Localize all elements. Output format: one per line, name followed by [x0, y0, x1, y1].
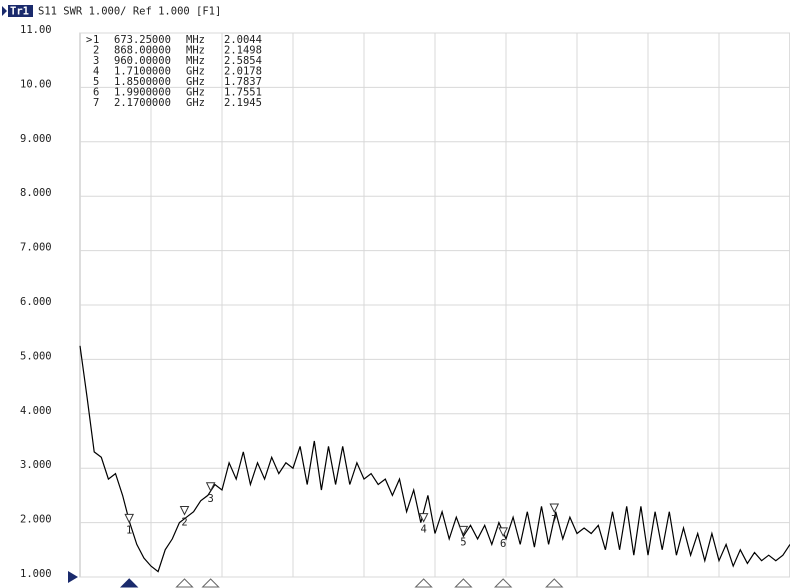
marker-freq: 2.1700000: [114, 97, 171, 109]
marker-label: 1: [126, 524, 132, 536]
marker-label: 2: [181, 516, 187, 528]
marker-bottom: [201, 578, 220, 588]
marker-bottom: [545, 578, 564, 588]
trace-line: [79, 345, 790, 573]
marker-id: 4: [93, 66, 99, 78]
marker-value: 2.0044: [224, 34, 262, 46]
marker-on-trace: [205, 482, 216, 492]
y-tick-label: 2.000: [20, 514, 52, 526]
trace-label: Tr1: [10, 6, 29, 18]
marker-freq: 960.00000: [114, 55, 171, 67]
marker-id: 5: [93, 76, 99, 88]
marker-on-trace: [124, 513, 135, 524]
marker-label: 6: [500, 538, 506, 550]
marker-value: 2.5854: [224, 55, 262, 67]
y-tick-label: 10.00: [20, 78, 52, 90]
marker-id: 7: [93, 97, 99, 109]
y-tick-label: 3.000: [20, 459, 52, 471]
marker-bottom: [119, 578, 139, 588]
marker-on-trace: [549, 503, 560, 514]
y-tick-label: 1.000: [20, 568, 52, 580]
marker-unit: MHz: [186, 55, 205, 67]
marker-bottom: [175, 578, 194, 588]
y-tick-label: 7.000: [20, 242, 52, 254]
marker-value: 2.1498: [224, 45, 262, 57]
y-tick-label: 11.00: [20, 24, 52, 36]
y-tick-label: 5.000: [20, 350, 52, 362]
marker-freq: 1.9900000: [114, 87, 171, 99]
marker-on-trace: [498, 527, 508, 538]
marker-on-trace: [179, 505, 190, 516]
marker-unit: MHz: [186, 45, 205, 57]
marker-label: 5: [460, 536, 466, 548]
trace-indicator: [2, 6, 7, 16]
marker-bottom: [414, 578, 433, 588]
marker-unit: MHz: [186, 34, 205, 46]
active-symbol: >: [86, 34, 92, 46]
marker-id: 6: [93, 87, 99, 99]
marker-bottom: [493, 578, 513, 588]
marker-bottom: [454, 578, 473, 588]
marker-unit: GHz: [186, 97, 205, 109]
marker-unit: GHz: [186, 76, 205, 88]
marker-unit: GHz: [186, 66, 205, 78]
trace-badge: [8, 5, 33, 17]
marker-value: 2.0178: [224, 66, 262, 78]
marker-id: 3: [93, 55, 99, 67]
marker-value: 2.1945: [224, 97, 262, 109]
marker-value: 1.7551: [224, 87, 262, 99]
marker-label: 7: [551, 514, 557, 526]
marker-id: 2: [93, 45, 99, 57]
marker-on-trace: [418, 513, 429, 523]
marker-freq: 1.8500000: [114, 76, 171, 88]
marker-value: 1.7837: [224, 76, 262, 88]
y-tick-label: 4.000: [20, 405, 52, 417]
chart-title: S11 SWR 1.000/ Ref 1.000 [F1]: [38, 6, 221, 18]
marker-freq: 1.7100000: [114, 66, 171, 78]
marker-id: 1: [93, 34, 99, 46]
marker-freq: 868.00000: [114, 45, 171, 57]
marker-on-trace: [458, 525, 469, 536]
reference-arrow: [68, 571, 78, 583]
y-tick-label: 6.000: [20, 296, 52, 308]
y-tick-label: 8.000: [20, 187, 52, 199]
marker-unit: GHz: [186, 87, 205, 99]
marker-freq: 673.25000: [114, 34, 171, 46]
marker-label: 4: [420, 524, 426, 536]
marker-label: 3: [207, 493, 213, 505]
y-tick-label: 9.000: [20, 133, 52, 145]
